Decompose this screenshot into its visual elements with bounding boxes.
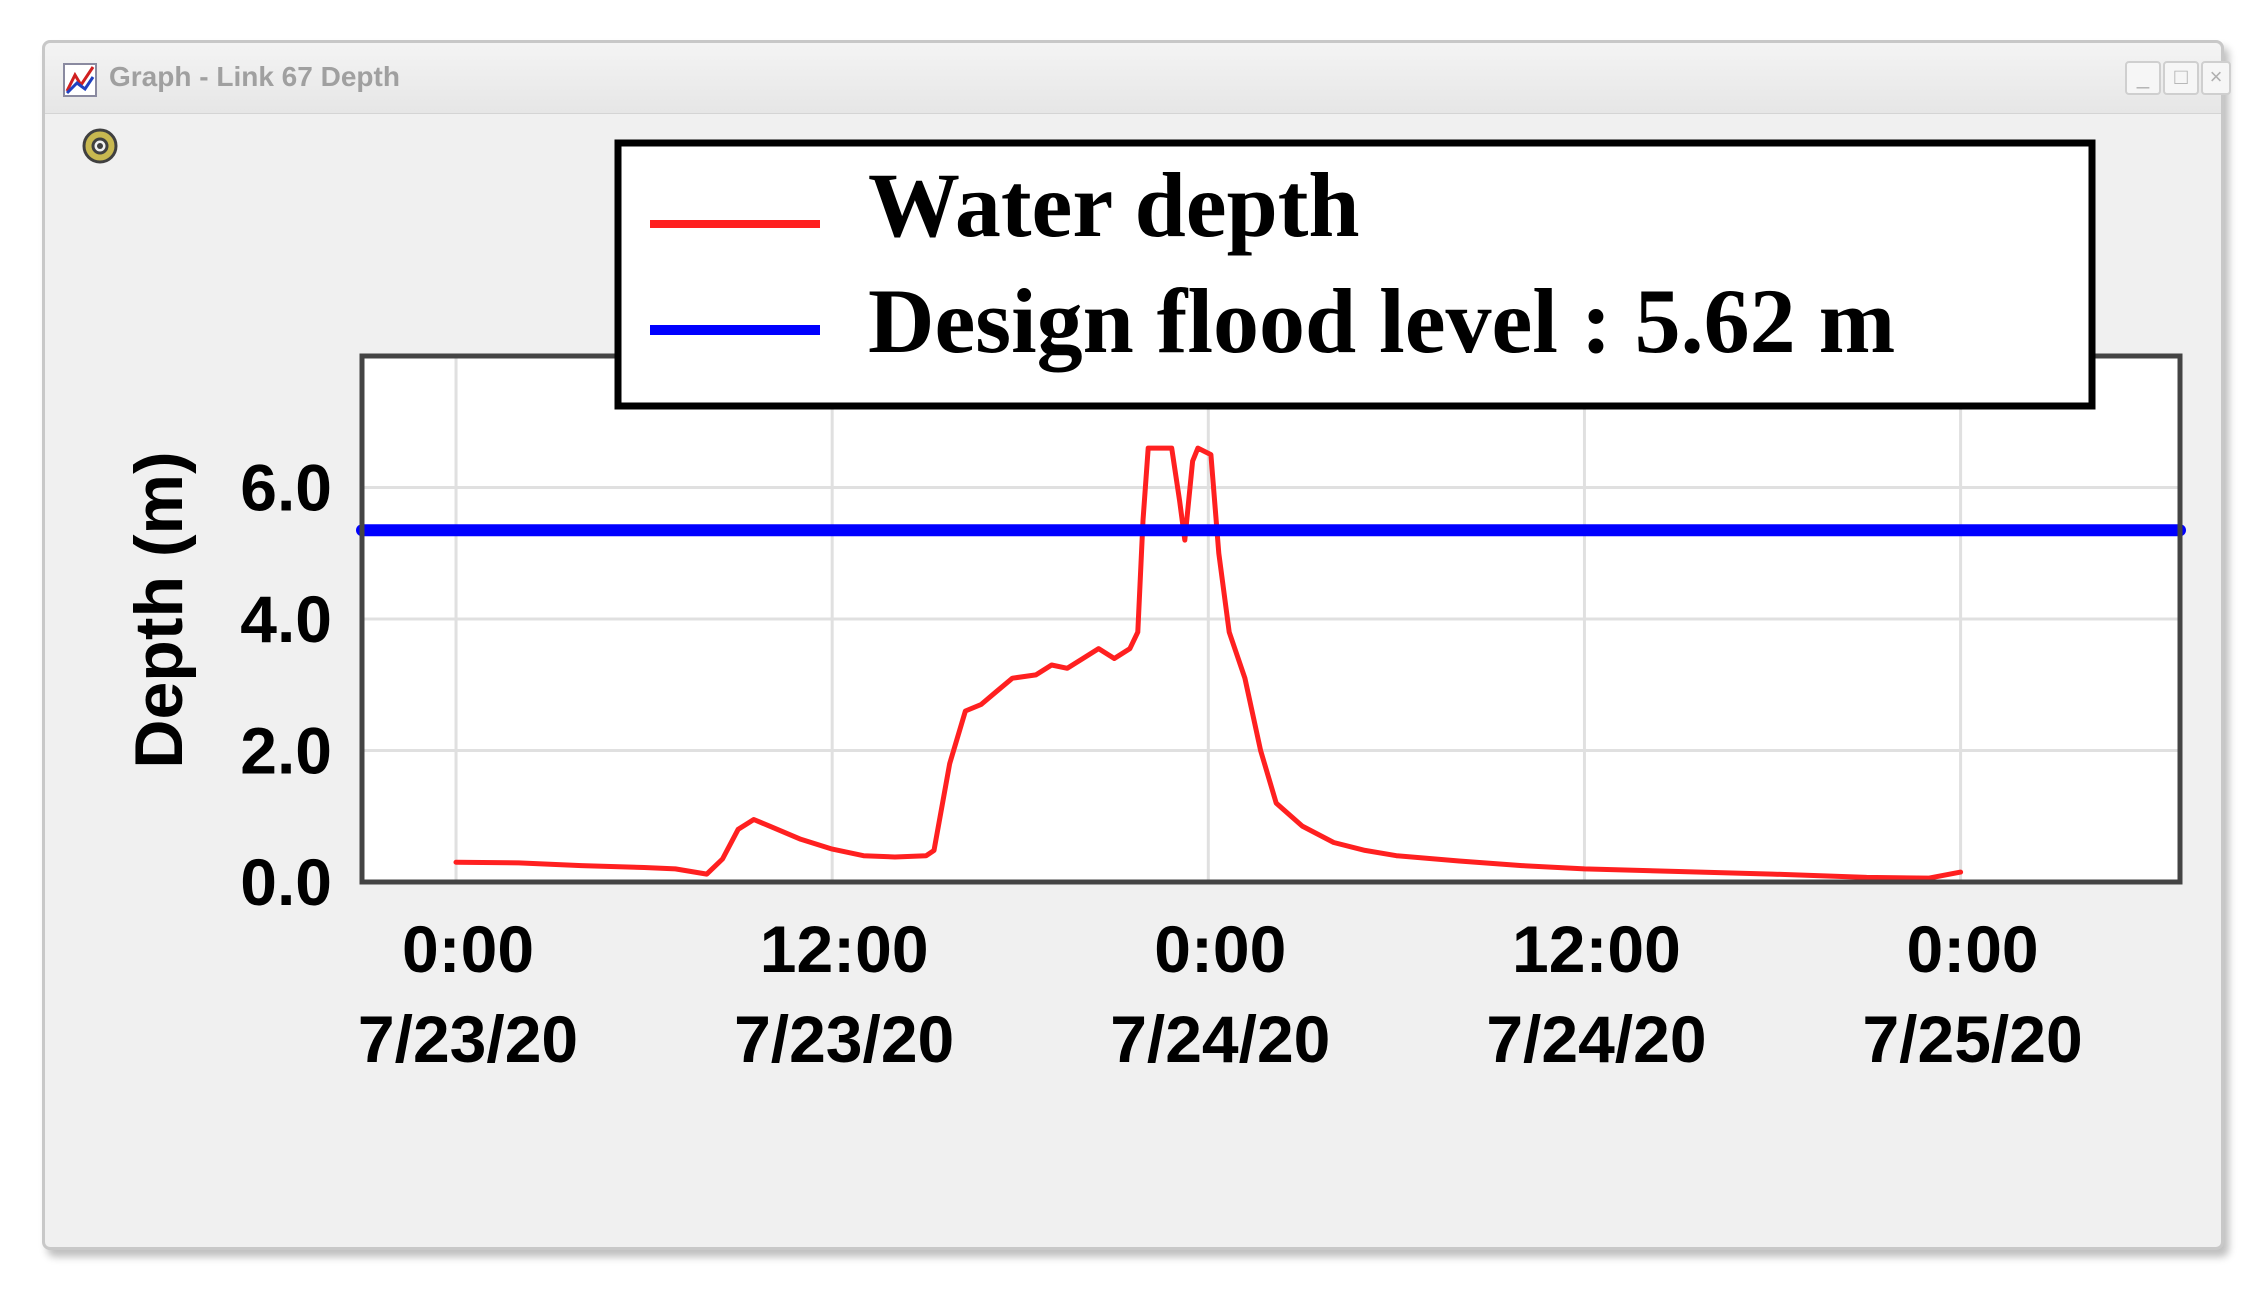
x-tick-time-label: 12:00 <box>1512 912 1681 986</box>
minimize-button[interactable]: _ <box>2125 61 2161 95</box>
x-tick-date-label: 7/23/20 <box>358 1002 578 1076</box>
graph-app-icon <box>63 63 97 97</box>
close-button[interactable]: × <box>2201 61 2231 95</box>
y-tick-label: 4.0 <box>240 582 332 656</box>
x-tick-date-label: 7/25/20 <box>1862 1002 2082 1076</box>
legend-box <box>614 139 2096 410</box>
series-line-water-depth <box>453 445 1964 881</box>
x-tick-labels: 0:00 7/23/20 12:00 7/23/20 0:00 7/24/20 12:00 7… <box>358 912 2083 1076</box>
y-tick-label: 6.0 <box>240 451 332 525</box>
x-tick-date-label: 7/23/20 <box>734 1002 954 1076</box>
legend-label-design-flood-level: Design flood level : 5.62 m <box>868 270 1895 372</box>
legend: Water depth Design flood level : 5.62 m <box>614 139 2096 410</box>
window-title: Graph - Link 67 Depth <box>109 61 400 92</box>
series-group <box>356 445 2186 881</box>
y-tick-label: 2.0 <box>240 714 332 788</box>
x-tick-time-label: 0:00 <box>1154 912 1286 986</box>
close-icon: × <box>2209 64 2223 89</box>
legend-label-water-depth: Water depth <box>868 154 1360 256</box>
x-tick-time-label: 0:00 <box>402 912 534 986</box>
title-bar[interactable]: Graph - Link 67 Depth _ □ × <box>45 43 2231 114</box>
minimize-icon: _ <box>2136 64 2150 89</box>
y-tick-label: 0.0 <box>240 845 332 919</box>
y-tick-labels: 0.0 2.0 4.0 6.0 <box>240 451 332 920</box>
x-tick-time-label: 0:00 <box>1907 912 2039 986</box>
maximize-icon: □ <box>2174 64 2188 89</box>
settings-gear-icon[interactable] <box>79 125 121 167</box>
y-axis-title: Depth (m) <box>121 451 197 768</box>
x-tick-time-label: 12:00 <box>760 912 929 986</box>
x-tick-date-label: 7/24/20 <box>1110 1002 1330 1076</box>
x-tick-date-label: 7/24/20 <box>1486 1002 1706 1076</box>
maximize-button[interactable]: □ <box>2163 61 2199 95</box>
